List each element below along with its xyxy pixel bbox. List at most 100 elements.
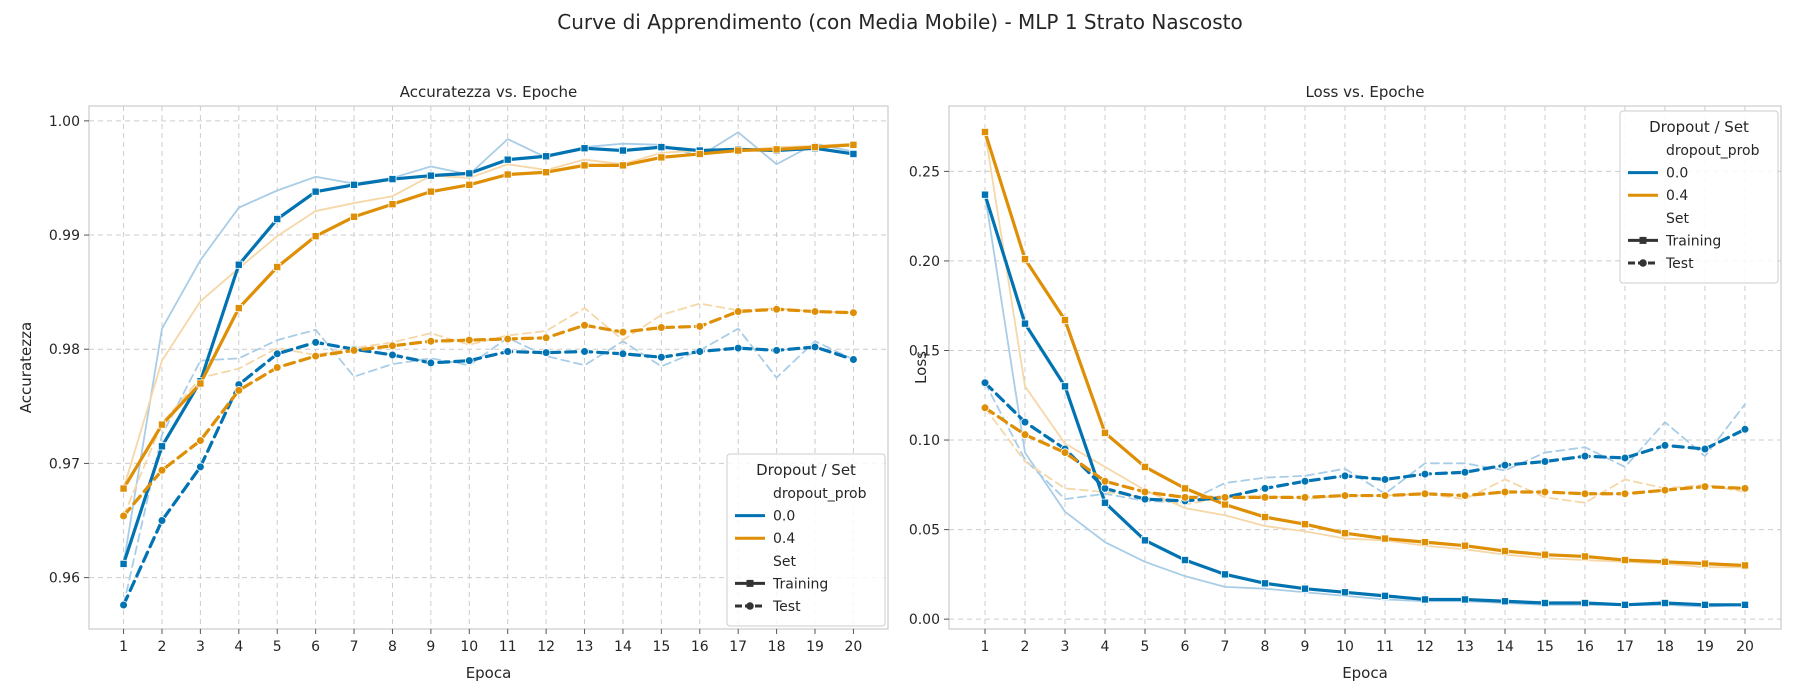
- x-tick-label: 13: [1456, 639, 1474, 655]
- x-axis-label: Epoca: [1342, 664, 1388, 682]
- x-tick-label: 9: [426, 639, 435, 655]
- data-point-square: [388, 175, 397, 184]
- data-point-circle: [503, 347, 513, 356]
- x-tick-label: 16: [1576, 639, 1594, 655]
- x-tick-label: 20: [845, 639, 863, 655]
- data-point-square: [1061, 316, 1070, 325]
- x-tick-label: 18: [1656, 639, 1674, 655]
- data-point-square: [580, 161, 589, 170]
- data-point-circle: [1340, 471, 1350, 481]
- data-point-circle: [849, 308, 858, 317]
- data-point-circle: [234, 386, 244, 395]
- data-point-circle: [1380, 475, 1390, 484]
- x-tick-label: 12: [537, 639, 555, 655]
- data-point-square: [811, 143, 820, 152]
- data-point-circle: [157, 516, 167, 525]
- data-point-square: [1661, 557, 1670, 566]
- data-point-circle: [464, 335, 474, 345]
- data-point-circle: [580, 347, 589, 356]
- x-axis-label: Epoca: [466, 664, 512, 682]
- data-point-square: [1421, 595, 1430, 604]
- panel-title: Loss vs. Epoche: [1305, 83, 1424, 101]
- data-point-square: [1541, 599, 1550, 608]
- data-point-square: [465, 169, 474, 178]
- x-tick-label: 20: [1736, 639, 1754, 655]
- data-point-square: [1741, 561, 1750, 570]
- data-point-circle: [618, 327, 628, 337]
- x-tick-label: 1: [981, 639, 990, 655]
- data-point-square: [1381, 591, 1390, 600]
- data-point-square: [657, 143, 666, 152]
- data-point-circle: [349, 346, 359, 355]
- figure-title: Curve di Apprendimento (con Media Mobile…: [557, 10, 1243, 34]
- data-point-circle: [464, 356, 474, 365]
- data-point-circle: [1740, 484, 1750, 493]
- data-point-square: [734, 146, 743, 155]
- x-tick-label: 8: [1261, 639, 1270, 655]
- data-point-circle: [196, 436, 205, 445]
- data-point-square: [618, 146, 627, 155]
- data-point-circle: [426, 336, 436, 346]
- panel-title: Accuratezza vs. Epoche: [400, 83, 578, 101]
- data-point-circle: [980, 378, 990, 388]
- data-point-circle: [1100, 476, 1110, 486]
- data-point-circle: [311, 351, 320, 361]
- data-point-square: [503, 155, 512, 164]
- data-point-square: [1101, 428, 1110, 437]
- data-point-square: [1621, 556, 1630, 565]
- data-point-square: [1621, 600, 1630, 609]
- data-point-circle: [1260, 493, 1270, 502]
- x-tick-label: 2: [1021, 639, 1030, 655]
- data-point-square: [1501, 597, 1510, 606]
- data-point-circle: [311, 338, 320, 347]
- data-point-circle: [388, 350, 397, 360]
- legend-group-title: dropout_prob: [773, 486, 867, 502]
- x-tick-label: 15: [652, 639, 670, 655]
- raw-series-line-dropout-04-test: [122, 302, 855, 517]
- data-point-circle: [1180, 493, 1190, 502]
- data-point-square: [273, 263, 282, 272]
- x-tick-label: 5: [273, 639, 282, 655]
- data-point-circle: [426, 358, 436, 368]
- data-point-circle: [1220, 493, 1230, 502]
- legend: Dropout / Set dropout_prob 0.0 0.4 Set Traini…: [1619, 110, 1779, 284]
- x-tick-label: 19: [806, 639, 824, 655]
- data-point-square: [350, 180, 359, 189]
- legend-label: 0.0: [773, 509, 795, 525]
- legend-title: Dropout / Set: [756, 461, 856, 479]
- x-tick-label: 11: [499, 639, 517, 655]
- data-point-square: [388, 200, 397, 209]
- data-point-circle: [1300, 476, 1310, 486]
- legend-label: Test: [772, 599, 801, 615]
- data-point-square: [1261, 579, 1270, 588]
- x-tick-label: 2: [158, 639, 167, 655]
- x-tick-label: 6: [1181, 639, 1190, 655]
- x-tick-label: 4: [1101, 639, 1110, 655]
- legend-marker-circle: [1639, 259, 1647, 267]
- plot-frame: [88, 105, 889, 630]
- data-point-square: [465, 180, 474, 189]
- x-tick-label: 3: [196, 639, 205, 655]
- data-point-circle: [1580, 451, 1590, 461]
- x-tick-label: 10: [1336, 639, 1354, 655]
- legend-marker-circle: [746, 602, 754, 610]
- y-tick-label: 0.25: [909, 164, 940, 180]
- x-tick-label: 13: [576, 639, 594, 655]
- x-tick-label: 14: [614, 639, 632, 655]
- y-tick-label: 0.00: [909, 612, 940, 628]
- data-point-circle: [1740, 424, 1750, 434]
- data-point-square: [1181, 556, 1190, 565]
- y-tick-label: 0.05: [909, 523, 940, 539]
- data-point-square: [196, 379, 205, 388]
- y-tick-label: 1.00: [49, 114, 80, 130]
- data-point-square: [1661, 599, 1670, 608]
- data-point-circle: [1620, 453, 1630, 463]
- data-point-square: [1141, 536, 1150, 545]
- data-point-circle: [849, 355, 858, 364]
- data-point-circle: [1700, 482, 1710, 491]
- data-point-square: [1021, 319, 1030, 328]
- data-point-square: [1461, 595, 1470, 604]
- data-point-circle: [1300, 493, 1310, 502]
- data-point-square: [981, 190, 990, 199]
- x-tick-label: 16: [691, 639, 709, 655]
